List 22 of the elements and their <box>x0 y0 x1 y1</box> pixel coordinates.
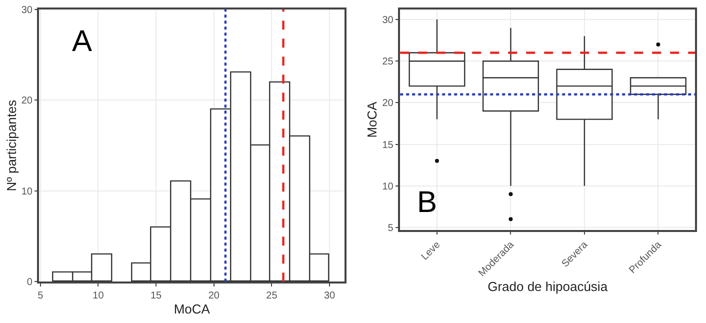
x-tick-label: 15 <box>150 290 162 302</box>
y-tick-label: 5 <box>388 222 394 234</box>
x-tick-label: 20 <box>208 290 220 302</box>
x-tick-label: 5 <box>38 290 44 302</box>
y-tick-label: 10 <box>21 186 33 198</box>
y-tick-label: 30 <box>21 5 33 16</box>
y-axis-title: Nº participantes <box>4 99 19 192</box>
y-tick-label: 15 <box>382 140 394 151</box>
y-tick-label: 30 <box>382 15 394 26</box>
y-tick-label: 20 <box>382 98 394 110</box>
y-tick-label: 25 <box>382 56 394 68</box>
x-tick-label: 25 <box>266 290 278 302</box>
x-axis-title: Grado de hipoacúsia <box>488 279 608 294</box>
x-axis-title: MoCA <box>174 301 210 316</box>
x-tick-label: 10 <box>92 290 104 302</box>
x-tick-label: 30 <box>324 290 336 302</box>
annotation: A <box>72 25 92 58</box>
y-tick-label: 10 <box>382 181 394 192</box>
y-tick-label: 0 <box>26 277 33 288</box>
annotation: B <box>417 186 438 219</box>
y-axis-title: MoCA <box>364 101 380 138</box>
y-tick-label: 20 <box>21 96 33 107</box>
